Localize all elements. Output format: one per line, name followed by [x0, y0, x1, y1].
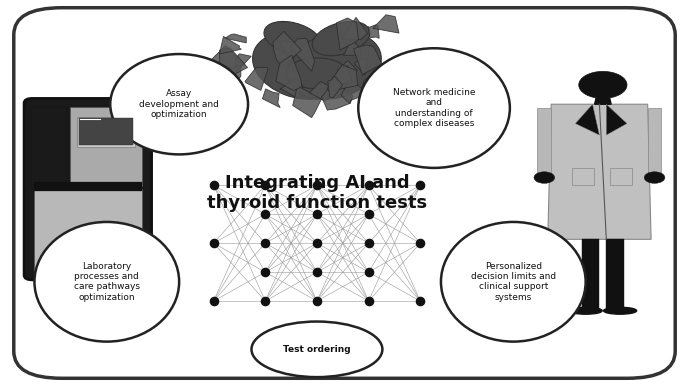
- Polygon shape: [606, 239, 624, 309]
- Point: [311, 211, 322, 217]
- Polygon shape: [342, 17, 368, 39]
- Polygon shape: [336, 18, 358, 50]
- Polygon shape: [209, 46, 245, 73]
- FancyBboxPatch shape: [79, 119, 133, 145]
- Polygon shape: [218, 65, 241, 86]
- Polygon shape: [361, 74, 372, 90]
- Text: Personalized
decision limits and
clinical support
systems: Personalized decision limits and clinica…: [471, 262, 556, 302]
- Point: [260, 211, 271, 217]
- Text: Laboratory
processes and
care pathways
optimization: Laboratory processes and care pathways o…: [74, 262, 140, 302]
- Point: [208, 298, 219, 304]
- Polygon shape: [606, 104, 627, 135]
- FancyBboxPatch shape: [77, 117, 135, 147]
- FancyBboxPatch shape: [610, 168, 632, 185]
- Polygon shape: [344, 39, 361, 56]
- Polygon shape: [276, 55, 302, 91]
- Ellipse shape: [253, 32, 347, 99]
- Polygon shape: [353, 45, 382, 75]
- Point: [208, 182, 219, 188]
- Polygon shape: [215, 48, 247, 76]
- Polygon shape: [373, 15, 399, 33]
- Circle shape: [644, 172, 665, 183]
- Polygon shape: [595, 98, 611, 104]
- Point: [260, 182, 271, 188]
- FancyBboxPatch shape: [34, 189, 142, 271]
- Polygon shape: [355, 59, 368, 75]
- Polygon shape: [328, 76, 342, 98]
- Point: [311, 240, 322, 246]
- Point: [415, 298, 426, 304]
- Polygon shape: [273, 31, 301, 67]
- Text: Network medicine
and
understanding of
complex diseases: Network medicine and understanding of co…: [393, 88, 475, 128]
- Polygon shape: [537, 108, 551, 174]
- Polygon shape: [389, 61, 407, 83]
- Polygon shape: [548, 104, 651, 239]
- Ellipse shape: [251, 322, 382, 377]
- Ellipse shape: [110, 54, 248, 154]
- Ellipse shape: [358, 48, 510, 168]
- Point: [363, 211, 374, 217]
- Point: [311, 182, 322, 188]
- Point: [363, 269, 374, 275]
- Polygon shape: [575, 104, 599, 135]
- Polygon shape: [279, 41, 299, 63]
- Polygon shape: [363, 97, 377, 107]
- Point: [415, 240, 426, 246]
- FancyBboxPatch shape: [572, 168, 594, 185]
- Point: [208, 240, 219, 246]
- Ellipse shape: [441, 222, 586, 342]
- Text: Assay
development and
optimization: Assay development and optimization: [139, 89, 219, 119]
- FancyBboxPatch shape: [70, 107, 142, 186]
- Polygon shape: [263, 89, 280, 108]
- Polygon shape: [336, 66, 352, 85]
- Point: [311, 298, 322, 304]
- Circle shape: [579, 71, 627, 98]
- Text: Integrating AI and
thyroid function tests: Integrating AI and thyroid function test…: [207, 174, 427, 212]
- Point: [260, 269, 271, 275]
- Circle shape: [534, 172, 555, 183]
- Polygon shape: [408, 78, 418, 93]
- Polygon shape: [225, 34, 246, 43]
- Polygon shape: [393, 58, 424, 82]
- Polygon shape: [343, 61, 357, 74]
- Point: [363, 298, 374, 304]
- Polygon shape: [400, 61, 421, 88]
- Polygon shape: [245, 67, 268, 90]
- Polygon shape: [309, 81, 331, 101]
- Point: [415, 182, 426, 188]
- Polygon shape: [648, 108, 661, 174]
- Polygon shape: [582, 239, 599, 309]
- Polygon shape: [214, 89, 229, 98]
- Polygon shape: [322, 81, 353, 110]
- Polygon shape: [236, 54, 251, 73]
- Ellipse shape: [264, 22, 322, 56]
- FancyBboxPatch shape: [24, 98, 152, 280]
- Point: [363, 240, 374, 246]
- Point: [311, 269, 322, 275]
- Ellipse shape: [604, 307, 637, 314]
- Polygon shape: [327, 65, 358, 91]
- Polygon shape: [341, 80, 362, 103]
- Ellipse shape: [287, 32, 381, 99]
- FancyBboxPatch shape: [34, 182, 142, 191]
- Polygon shape: [219, 36, 241, 54]
- Ellipse shape: [312, 22, 370, 56]
- Point: [260, 240, 271, 246]
- Ellipse shape: [34, 222, 179, 342]
- Polygon shape: [290, 38, 315, 71]
- Text: Test ordering: Test ordering: [283, 345, 351, 354]
- Polygon shape: [293, 86, 321, 118]
- Point: [363, 182, 374, 188]
- Ellipse shape: [569, 307, 602, 314]
- FancyBboxPatch shape: [31, 107, 68, 186]
- FancyBboxPatch shape: [14, 8, 675, 378]
- Polygon shape: [368, 25, 379, 38]
- Polygon shape: [280, 79, 303, 98]
- Ellipse shape: [286, 58, 348, 89]
- Point: [260, 298, 271, 304]
